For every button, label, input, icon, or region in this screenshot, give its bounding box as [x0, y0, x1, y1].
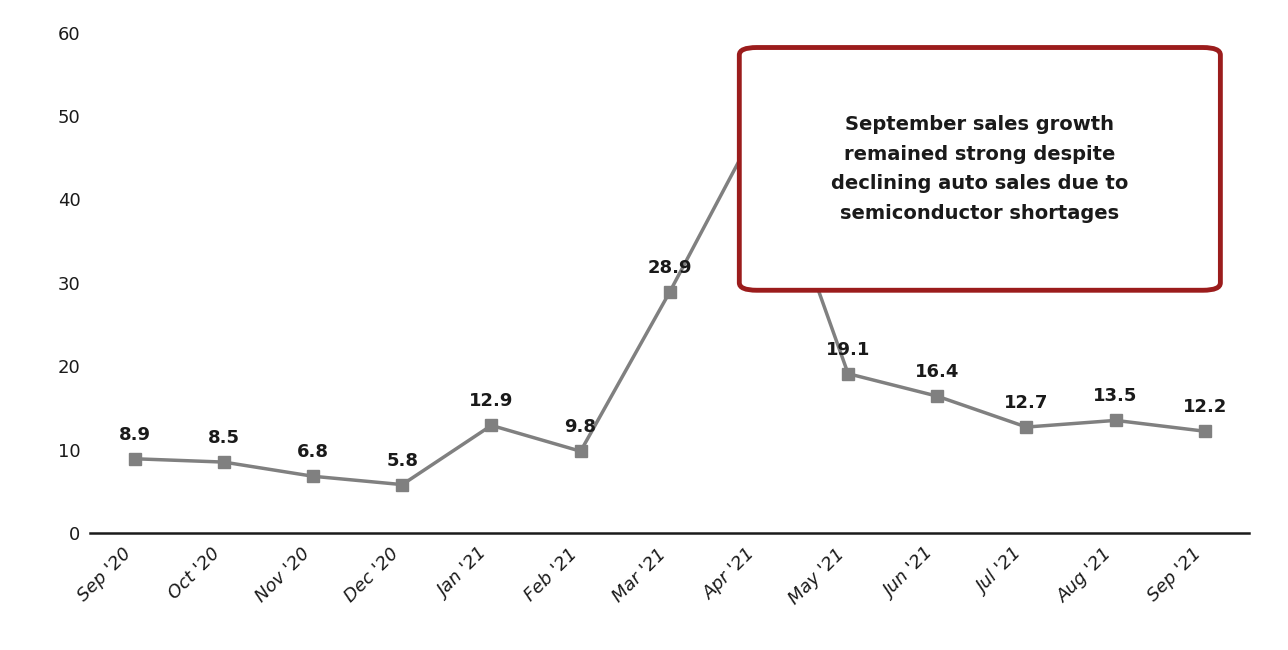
Text: 19.1: 19.1 [826, 341, 871, 359]
Text: 13.5: 13.5 [1094, 387, 1137, 406]
Text: September sales growth
remained strong despite
declining auto sales due to
semic: September sales growth remained strong d… [831, 115, 1128, 223]
Text: 12.2: 12.2 [1182, 398, 1227, 416]
FancyBboxPatch shape [739, 47, 1220, 291]
Text: 12.7: 12.7 [1005, 394, 1048, 412]
Text: 5.8: 5.8 [386, 452, 419, 469]
Text: 8.9: 8.9 [118, 426, 151, 444]
Text: 9.8: 9.8 [564, 418, 596, 436]
Text: 28.9: 28.9 [648, 259, 692, 277]
Text: 16.4: 16.4 [914, 363, 960, 381]
Text: 6.8: 6.8 [298, 443, 328, 461]
Text: 12.9: 12.9 [469, 393, 514, 410]
Text: 8.5: 8.5 [207, 429, 240, 447]
Text: 49.1: 49.1 [737, 90, 781, 109]
